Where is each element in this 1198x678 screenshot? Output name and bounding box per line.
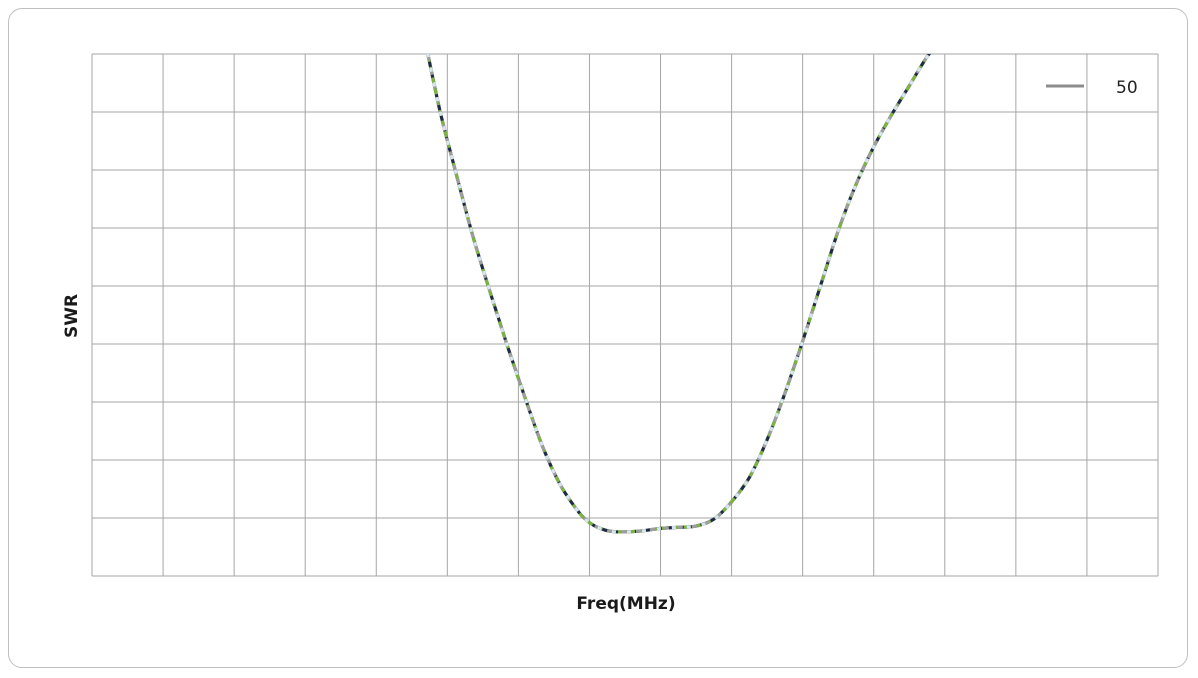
- series-line-50-overlay-1: [426, 54, 932, 534]
- plot-grid: [91, 53, 1159, 577]
- y-axis-title: SWR: [62, 294, 82, 338]
- series-line-50-overlay-3: [426, 54, 931, 534]
- series-line-50-overlay-2: [426, 54, 932, 534]
- x-axis-title: Freq(MHz): [576, 594, 675, 614]
- chart-frame: [8, 8, 1188, 668]
- series-line-50: [426, 54, 932, 534]
- legend: 50: [1046, 78, 1138, 98]
- series-layer: [426, 54, 932, 534]
- legend-label-50: 50: [1116, 78, 1138, 98]
